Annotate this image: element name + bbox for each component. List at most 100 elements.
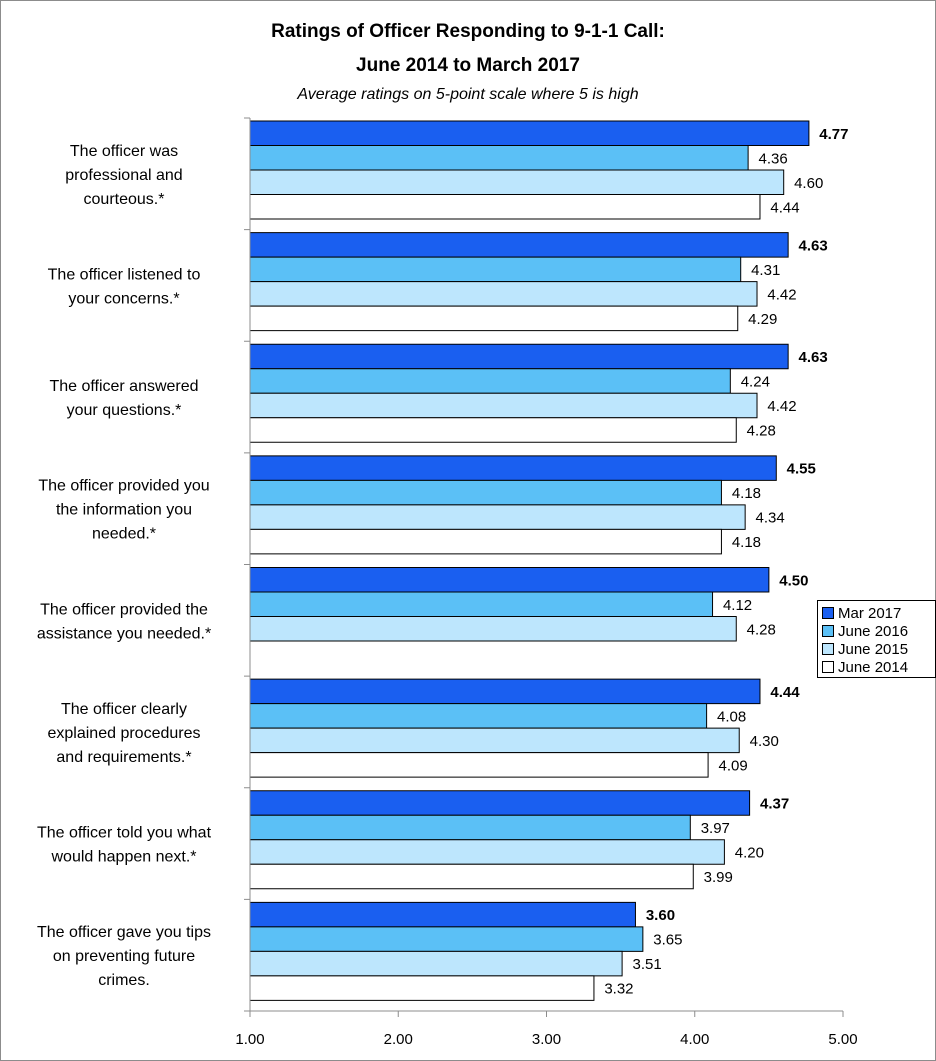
chart-title-line2: June 2014 to March 2017 [356, 55, 580, 76]
bar [249, 975, 595, 1001]
data-label: 4.28 [747, 423, 776, 440]
data-label: 4.44 [770, 684, 800, 701]
chart-subtitle: Average ratings on 5-point scale where 5… [297, 86, 639, 103]
data-label: 4.09 [718, 757, 747, 774]
data-label: 4.18 [732, 534, 761, 551]
data-label: 3.60 [646, 907, 675, 924]
legend-label: June 2015 [838, 641, 909, 658]
category-label: professional and [65, 167, 182, 184]
bar [249, 368, 731, 394]
data-label: 4.31 [751, 262, 780, 279]
x-tick-label: 5.00 [828, 1031, 857, 1048]
bar [249, 169, 785, 195]
category-label: The officer listened to [48, 266, 201, 283]
data-label: 4.63 [799, 237, 828, 254]
legend-item: June 2014 [822, 659, 908, 677]
legend-swatch [822, 661, 834, 673]
bar [249, 281, 758, 307]
bar [249, 790, 751, 816]
data-label: 4.63 [799, 349, 828, 366]
data-label: 3.65 [653, 932, 682, 949]
data-label: 4.36 [759, 150, 788, 167]
data-label: 3.97 [701, 820, 730, 837]
category-label: The officer was [70, 143, 178, 160]
bar [249, 392, 758, 419]
category-label: The officer answered [49, 378, 198, 395]
category-label: assistance you needed.* [37, 625, 211, 642]
category-label: explained procedures [48, 725, 201, 742]
bar [249, 455, 777, 481]
legend-swatch [822, 607, 834, 619]
data-label: 4.24 [741, 374, 770, 391]
data-label: 4.55 [787, 461, 816, 478]
category-label: The officer clearly [61, 701, 187, 718]
data-label: 3.51 [633, 956, 662, 973]
bar [249, 145, 749, 171]
data-label: 4.44 [770, 199, 799, 216]
category-label: on preventing future [53, 948, 195, 965]
bar [249, 926, 644, 952]
data-label: 4.50 [779, 572, 808, 589]
bar [249, 194, 761, 220]
legend-swatch [822, 625, 834, 637]
x-tick-label: 2.00 [384, 1031, 413, 1048]
data-label: 4.29 [748, 311, 777, 328]
bar [249, 479, 722, 506]
category-label: and requirements.* [56, 749, 191, 766]
category-label: needed.* [92, 526, 156, 543]
chart-legend: Mar 2017 June 2016 June 2015 June 2014 [817, 600, 936, 678]
data-label: 4.77 [819, 126, 848, 143]
category-label: your questions.* [67, 402, 182, 419]
category-label: crimes. [98, 972, 150, 989]
legend-label: June 2016 [838, 623, 909, 640]
bar [249, 901, 636, 928]
bar [249, 528, 722, 555]
legend-item: June 2015 [822, 641, 908, 659]
bar [249, 863, 694, 890]
bar [249, 591, 714, 617]
bar [249, 616, 737, 642]
bar [249, 120, 810, 146]
data-label: 4.34 [756, 510, 785, 527]
data-label: 4.30 [750, 733, 779, 750]
category-label: your concerns.* [68, 290, 179, 307]
category-label: courteous.* [84, 191, 165, 208]
bar [249, 727, 740, 754]
data-label: 4.37 [760, 796, 789, 813]
data-label: 3.32 [604, 981, 633, 998]
bar [249, 343, 789, 370]
x-tick-label: 4.00 [680, 1031, 709, 1048]
bar [249, 678, 761, 705]
category-label: The officer gave you tips [37, 924, 211, 941]
data-label: 3.99 [704, 869, 733, 886]
data-label: 4.42 [767, 398, 796, 415]
x-tick-label: 1.00 [235, 1031, 264, 1048]
bar [249, 703, 708, 729]
bar [249, 839, 725, 865]
data-label: 4.08 [717, 708, 746, 725]
data-label: 4.12 [723, 597, 752, 614]
category-label: the information you [56, 502, 192, 519]
legend-item: Mar 2017 [822, 605, 901, 623]
data-label: 4.28 [747, 621, 776, 638]
category-label: The officer provided the [40, 601, 208, 618]
bar [249, 567, 770, 593]
category-label: would happen next.* [51, 849, 197, 866]
legend-swatch [822, 643, 834, 655]
legend-label: Mar 2017 [838, 605, 902, 622]
data-label: 4.60 [794, 175, 823, 192]
bar [249, 814, 691, 841]
legend-label: June 2014 [838, 659, 909, 676]
bar [249, 950, 623, 977]
category-label: The officer provided you [38, 478, 209, 495]
chart-title: Ratings of Officer Responding to 9-1-1 C… [271, 21, 665, 42]
data-label: 4.18 [732, 485, 761, 502]
bar [249, 305, 739, 332]
bar [249, 504, 746, 530]
bar [249, 752, 709, 778]
data-label: 4.42 [767, 286, 796, 303]
bar [249, 417, 737, 443]
bar [249, 232, 789, 258]
data-label: 4.20 [735, 845, 764, 862]
